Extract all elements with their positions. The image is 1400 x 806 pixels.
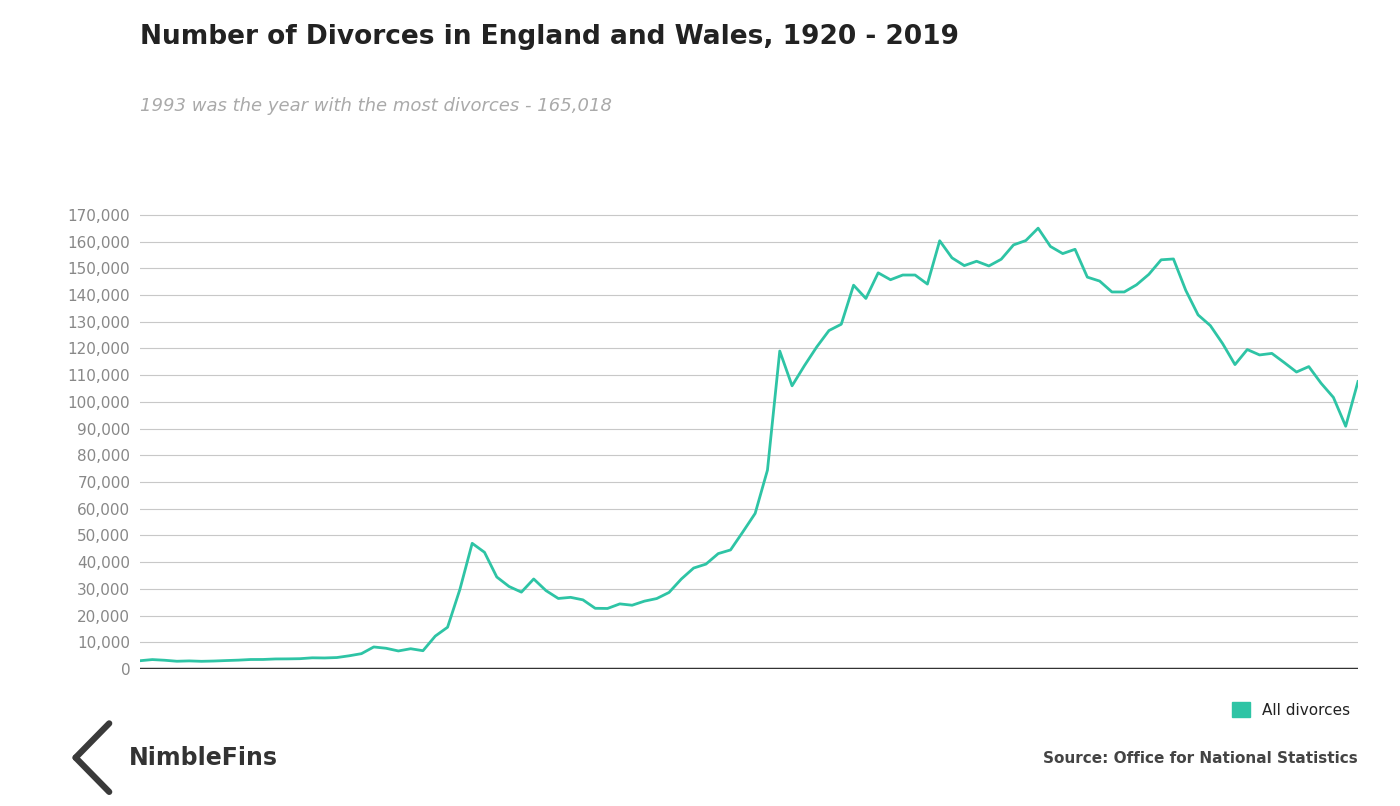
- Text: 1993 was the year with the most divorces - 165,018: 1993 was the year with the most divorces…: [140, 97, 612, 114]
- Text: NimbleFins: NimbleFins: [129, 746, 277, 770]
- Text: Number of Divorces in England and Wales, 1920 - 2019: Number of Divorces in England and Wales,…: [140, 24, 959, 50]
- Text: Source: Office for National Statistics: Source: Office for National Statistics: [1043, 750, 1358, 766]
- Legend: All divorces: All divorces: [1232, 702, 1351, 718]
